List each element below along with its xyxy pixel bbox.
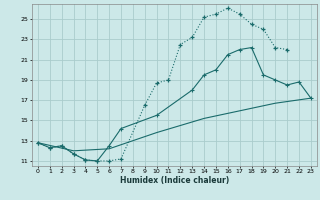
X-axis label: Humidex (Indice chaleur): Humidex (Indice chaleur) — [120, 176, 229, 185]
